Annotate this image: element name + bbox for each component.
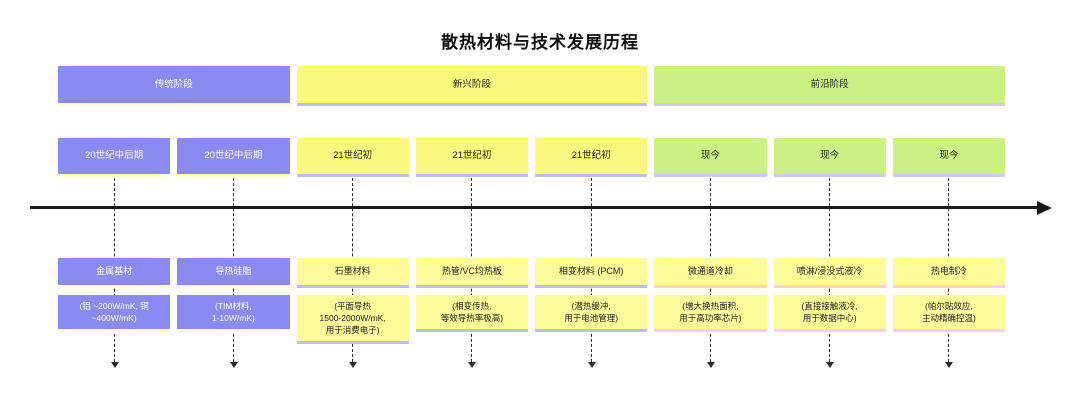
material-box-8: 热电制冷: [892, 258, 1005, 288]
material-desc-2: (TIM材料, 1-10W/mK): [177, 295, 290, 332]
time-box-1: 20世纪中后期: [58, 138, 171, 177]
material-box-3: 石墨材料: [296, 258, 409, 288]
timeline-axis: [30, 200, 1052, 215]
material-desc-1: (铝 ~200W/mK, 铜 ~400W/mK): [58, 295, 171, 332]
time-box-6: 现今: [654, 138, 767, 177]
time-box-2: 20世纪中后期: [177, 138, 290, 177]
phase-row: 传统阶段 新兴阶段 前沿阶段: [58, 66, 1005, 106]
time-box-4: 21世纪初: [415, 138, 528, 177]
material-desc-7: (直接接触液冷, 用于数据中心): [773, 295, 886, 332]
time-box-8: 现今: [892, 138, 1005, 177]
material-box-4: 热管/VC均热板: [415, 258, 528, 288]
material-desc-6: (增大换热面积, 用于高功率芯片): [654, 295, 767, 332]
era-row: 20世纪中后期 20世纪中后期 21世纪初 21世纪初 21世纪初 现今 现今 …: [58, 138, 1005, 177]
material-box-5: 相变材料 (PCM): [535, 258, 648, 288]
material-desc-4: (相变传热, 等效导热率极高): [415, 295, 528, 332]
diagram-title: 散热材料与技术发展历程: [441, 33, 639, 52]
material-desc-8: (帕尔贴效应, 主动精确控温): [892, 295, 1005, 332]
phase-bar-traditional: 传统阶段: [58, 66, 290, 106]
material-desc-5: (潜热缓冲, 用于电池管理): [535, 295, 648, 332]
material-name-row: 金属基材 导热硅脂 石墨材料 热管/VC均热板 相变材料 (PCM) 微通道冷却…: [58, 258, 1005, 288]
phase-bar-frontier: 前沿阶段: [654, 66, 1005, 106]
material-box-6: 微通道冷却: [654, 258, 767, 288]
material-box-7: 喷淋/浸没式液冷: [773, 258, 886, 288]
timeline-arrowhead-icon: [1037, 200, 1052, 215]
time-box-7: 现今: [773, 138, 886, 177]
phase-bar-emerging: 新兴阶段: [296, 66, 648, 106]
time-box-5: 21世纪初: [535, 138, 648, 177]
time-box-3: 21世纪初: [296, 138, 409, 177]
material-desc-row: (铝 ~200W/mK, 铜 ~400W/mK) (TIM材料, 1-10W/m…: [58, 295, 1005, 344]
material-desc-3: (平面导热 1500-2000W/mK, 用于消费电子): [296, 295, 409, 344]
material-box-1: 金属基材: [58, 258, 171, 288]
material-box-2: 导热硅脂: [177, 258, 290, 288]
